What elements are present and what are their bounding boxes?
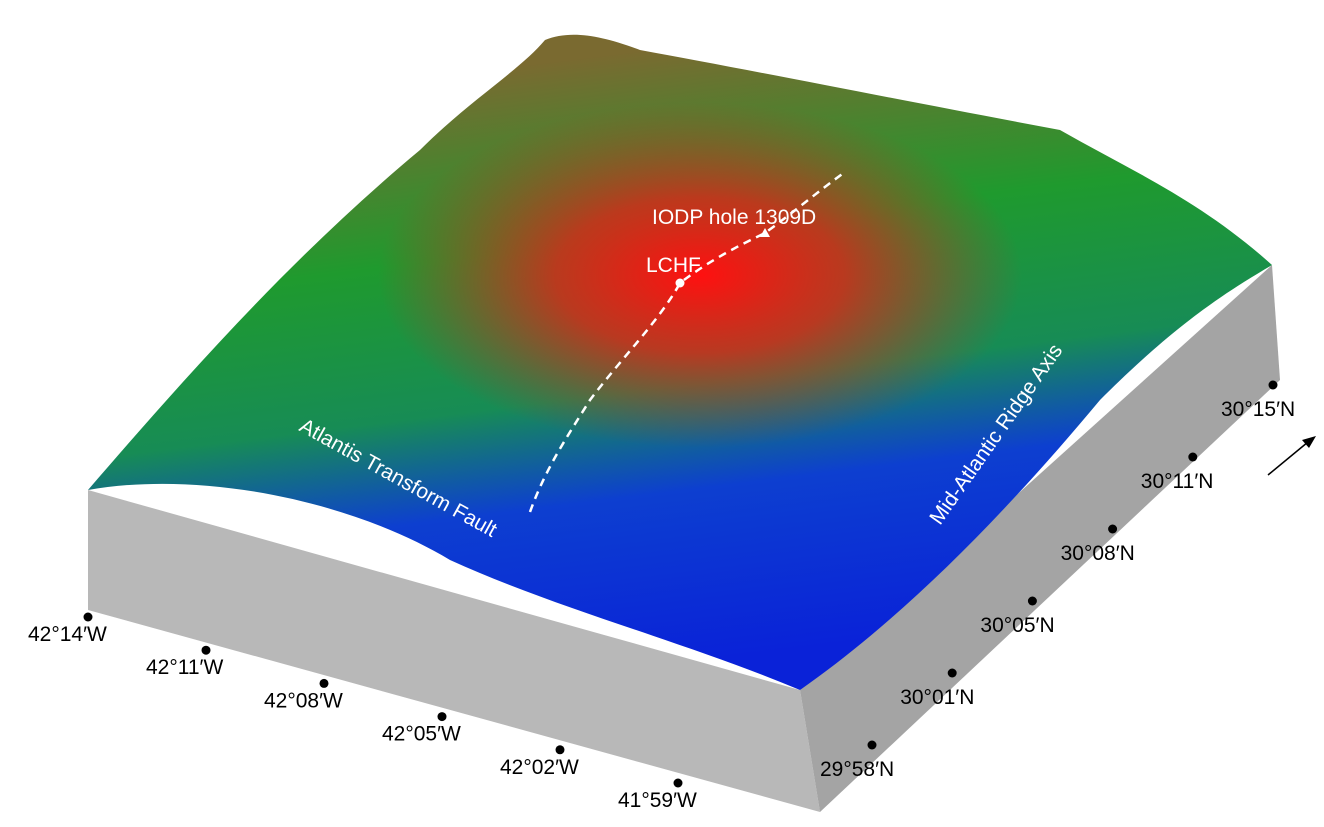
- longitude-label: 42°11′W: [146, 656, 223, 679]
- longitude-label: 42°14′W: [28, 623, 107, 646]
- latitude-label: 29°58′N: [820, 758, 894, 781]
- tick-dot: [556, 745, 565, 754]
- annotation: IODP hole 1309D: [652, 206, 816, 229]
- tick-dot: [84, 613, 93, 622]
- tick-dot: [438, 712, 447, 721]
- longitude-label: 42°02′W: [500, 756, 579, 779]
- longitude-label: 42°05′W: [382, 723, 461, 746]
- latitude-label: 30°15′N: [1221, 398, 1295, 421]
- longitude-label: 41°59′W: [618, 789, 697, 812]
- tick-dot: [1028, 597, 1037, 606]
- tick-dot: [1188, 453, 1197, 462]
- direction-arrow: [1268, 442, 1308, 475]
- latitude-label: 30°01′N: [900, 686, 974, 709]
- tick-dot: [320, 679, 329, 688]
- tick-dot: [674, 779, 683, 788]
- tick-dot: [202, 646, 211, 655]
- latitude-label: 30°08′N: [1061, 542, 1135, 565]
- tick-dot: [948, 669, 957, 678]
- tick-dot: [1108, 525, 1117, 534]
- tick-dot: [1269, 381, 1278, 390]
- direction-arrowhead: [1302, 436, 1316, 448]
- lchf-marker: [676, 279, 685, 288]
- tick-dot: [868, 741, 877, 750]
- longitude-label: 42°08′W: [264, 689, 343, 712]
- latitude-label: 30°05′N: [980, 614, 1054, 637]
- block-diagram: IODP hole 1309D LCHF Atlantis Transform …: [0, 0, 1324, 827]
- annotation: LCHF: [646, 254, 701, 277]
- latitude-label: 30°11′N: [1141, 470, 1214, 493]
